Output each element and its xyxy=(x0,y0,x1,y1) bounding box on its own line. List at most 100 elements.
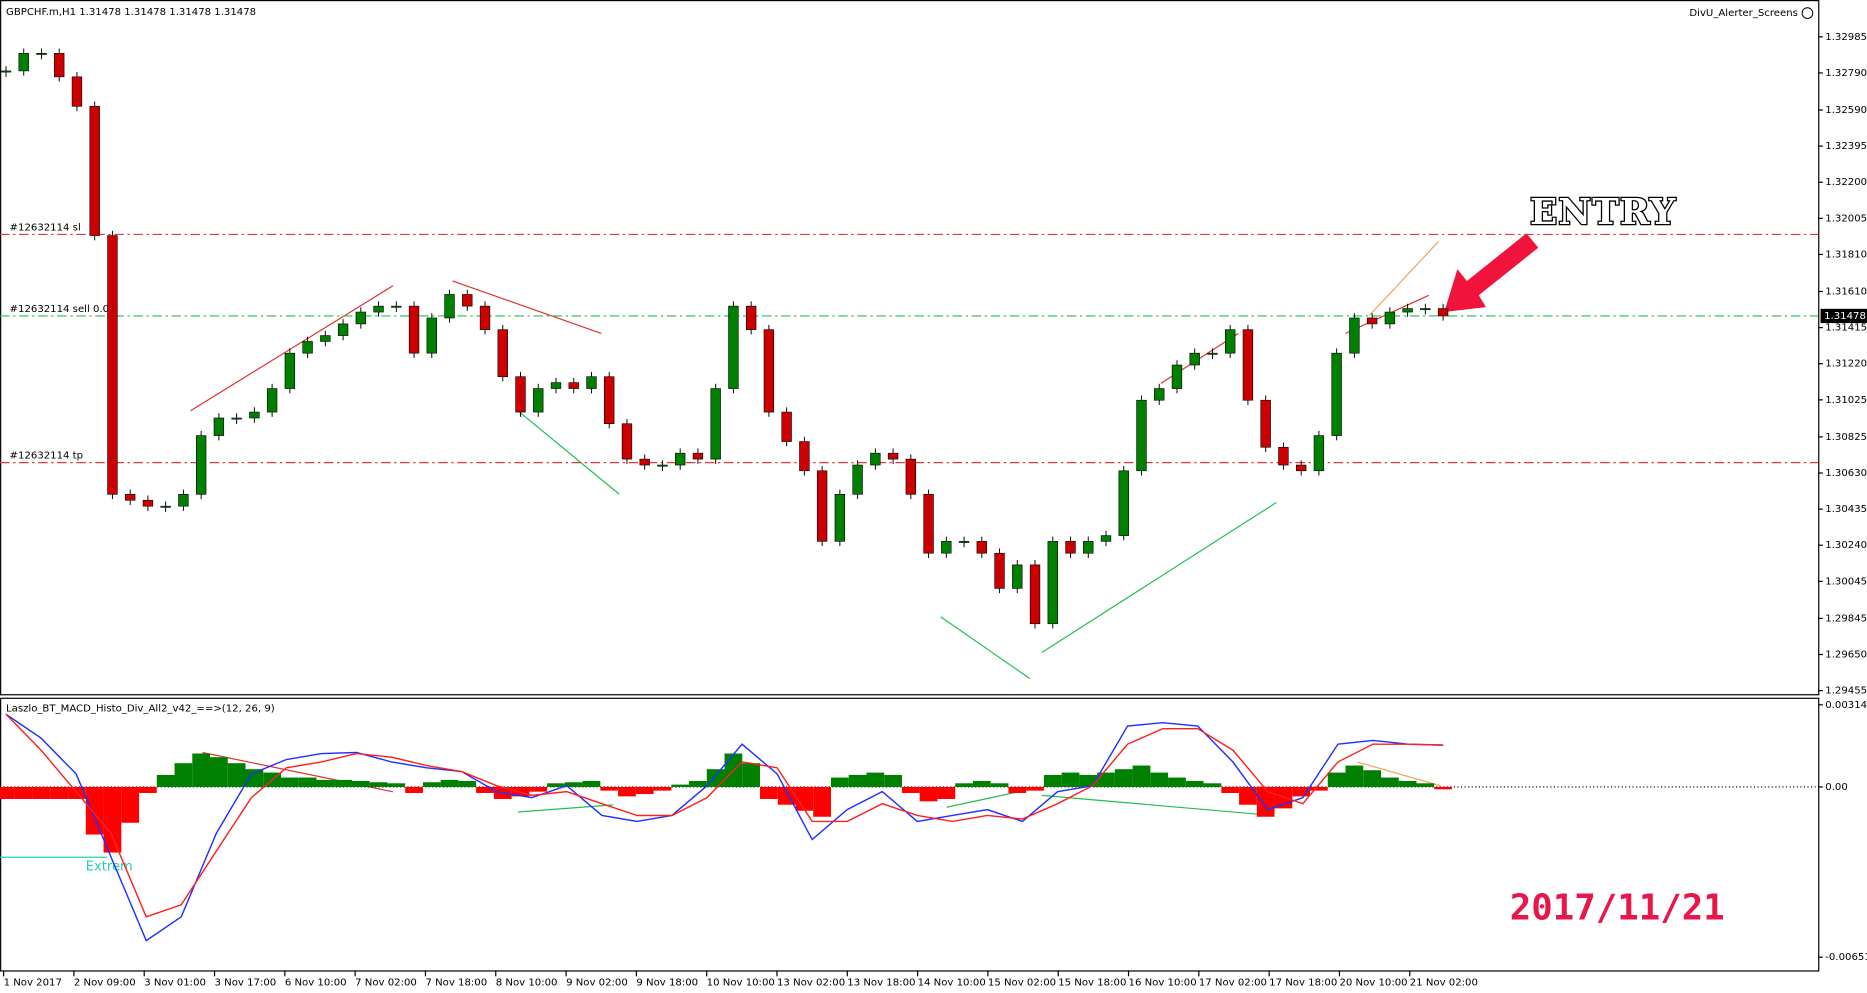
y-tick-label: 1.29845 xyxy=(1825,613,1867,624)
candle-body xyxy=(533,388,544,413)
candle-body xyxy=(213,417,225,436)
candle-body xyxy=(125,494,136,501)
histogram-bar xyxy=(334,779,352,787)
candle-body xyxy=(1420,308,1431,311)
histogram-bar xyxy=(813,786,831,817)
x-tick-label: 10 Nov 10:00 xyxy=(707,977,775,988)
candle-body xyxy=(462,294,473,307)
histogram-bar xyxy=(50,786,69,799)
histogram-bar xyxy=(600,786,619,791)
histogram-bar xyxy=(227,763,246,787)
histogram-bar xyxy=(1114,769,1133,787)
candle-body xyxy=(0,70,12,73)
candle-body xyxy=(657,464,668,467)
y-tick-label: 1.31610 xyxy=(1825,286,1867,297)
candle-body xyxy=(142,499,154,507)
x-tick-label: 8 Nov 10:00 xyxy=(496,977,558,988)
y-tick-label: 1.31025 xyxy=(1825,395,1867,406)
candle-body xyxy=(515,376,526,413)
histogram-bar xyxy=(422,782,441,787)
y-tick-label: 1.29650 xyxy=(1825,650,1867,661)
candle-body xyxy=(1331,352,1342,436)
trend-line xyxy=(452,280,602,334)
candle-body xyxy=(1278,446,1289,466)
histogram-bar xyxy=(1345,765,1364,787)
histogram-bar xyxy=(1150,772,1169,787)
candle-body xyxy=(1083,541,1094,554)
date-label: 2017/11/21 xyxy=(1510,888,1725,929)
histogram-bar xyxy=(245,769,264,787)
histogram-bar xyxy=(316,779,335,787)
chart-title: GBPCHF.m,H1 1.31478 1.31478 1.31478 1.31… xyxy=(6,7,256,18)
candle-body xyxy=(941,541,952,554)
candle-body xyxy=(781,411,792,442)
histogram-bar xyxy=(14,786,33,799)
histogram-bar xyxy=(884,774,902,787)
candle-body xyxy=(1260,399,1271,448)
candle-body xyxy=(1242,329,1254,401)
histogram-bar xyxy=(760,786,778,799)
histogram-bar xyxy=(1416,783,1435,787)
histogram-bar xyxy=(1363,770,1381,787)
histogram-bar xyxy=(955,783,973,787)
order-label: #12632114 sell 0.05 xyxy=(10,304,116,315)
entry-arrow xyxy=(1444,233,1539,312)
x-tick-label: 20 Nov 10:00 xyxy=(1339,977,1407,988)
histogram-bar xyxy=(174,763,193,787)
indicator-name-label: DivU_Alerter_Screens xyxy=(1689,8,1798,19)
y-tick-label: 1.30045 xyxy=(1825,576,1867,587)
candle-body xyxy=(479,305,491,330)
trend-line xyxy=(517,804,614,813)
candle-body xyxy=(923,494,934,554)
histogram-bar xyxy=(689,780,707,787)
candle-body xyxy=(1012,564,1023,589)
candle-body xyxy=(1100,535,1112,542)
candle-body xyxy=(408,305,420,354)
y-tick-label: 1.32200 xyxy=(1825,177,1867,188)
y-tick-label: 0.003144 xyxy=(1825,700,1867,711)
y-tick-label: 1.29455 xyxy=(1825,686,1867,697)
histogram-bar xyxy=(1221,786,1240,793)
x-tick-label: 15 Nov 18:00 xyxy=(1058,977,1126,988)
x-tick-label: 3 Nov 01:00 xyxy=(144,977,206,988)
histogram-bar xyxy=(830,777,849,787)
candle-body xyxy=(1065,541,1076,554)
x-tick-label: 21 Nov 02:00 xyxy=(1410,977,1478,988)
candle-body xyxy=(604,376,615,425)
candle-body xyxy=(497,329,508,377)
histogram-bar xyxy=(671,784,690,787)
candle-body xyxy=(1189,352,1200,366)
y-tick-label: 0.00 xyxy=(1825,782,1848,793)
indicator-panel-frame xyxy=(0,697,1820,972)
candle-body xyxy=(249,411,260,419)
x-tick-label: 17 Nov 18:00 xyxy=(1269,977,1337,988)
histogram-bar xyxy=(32,786,51,799)
order-label: #12632114 tp xyxy=(10,450,84,461)
candle-body xyxy=(763,329,775,413)
histogram-bar xyxy=(635,786,654,795)
candle-body xyxy=(550,382,562,389)
trend-line xyxy=(1041,501,1277,653)
histogram-bar xyxy=(1185,780,1204,787)
candle-body xyxy=(1366,317,1378,325)
candle-body xyxy=(745,305,757,330)
candle-body xyxy=(337,323,349,336)
histogram-bar xyxy=(1292,786,1311,797)
histogram-bar xyxy=(1327,772,1346,787)
x-tick-label: 13 Nov 02:00 xyxy=(777,977,845,988)
candle-body xyxy=(444,294,455,319)
candle-body xyxy=(1154,388,1165,401)
histogram-bar xyxy=(139,786,157,793)
candle-body xyxy=(160,505,171,508)
y-tick-label: 1.31810 xyxy=(1825,249,1867,260)
histogram-bar xyxy=(901,786,920,793)
candle-body xyxy=(905,458,917,495)
x-tick-label: 15 Nov 02:00 xyxy=(988,977,1056,988)
histogram-bar xyxy=(458,780,477,787)
main-panel-frame xyxy=(0,0,1820,696)
trend-line xyxy=(1368,241,1439,316)
trend-line xyxy=(1357,761,1441,787)
x-tick-label: 3 Nov 17:00 xyxy=(215,977,277,988)
y-tick-label: 1.30435 xyxy=(1825,504,1867,515)
histogram-bar xyxy=(1008,786,1027,793)
